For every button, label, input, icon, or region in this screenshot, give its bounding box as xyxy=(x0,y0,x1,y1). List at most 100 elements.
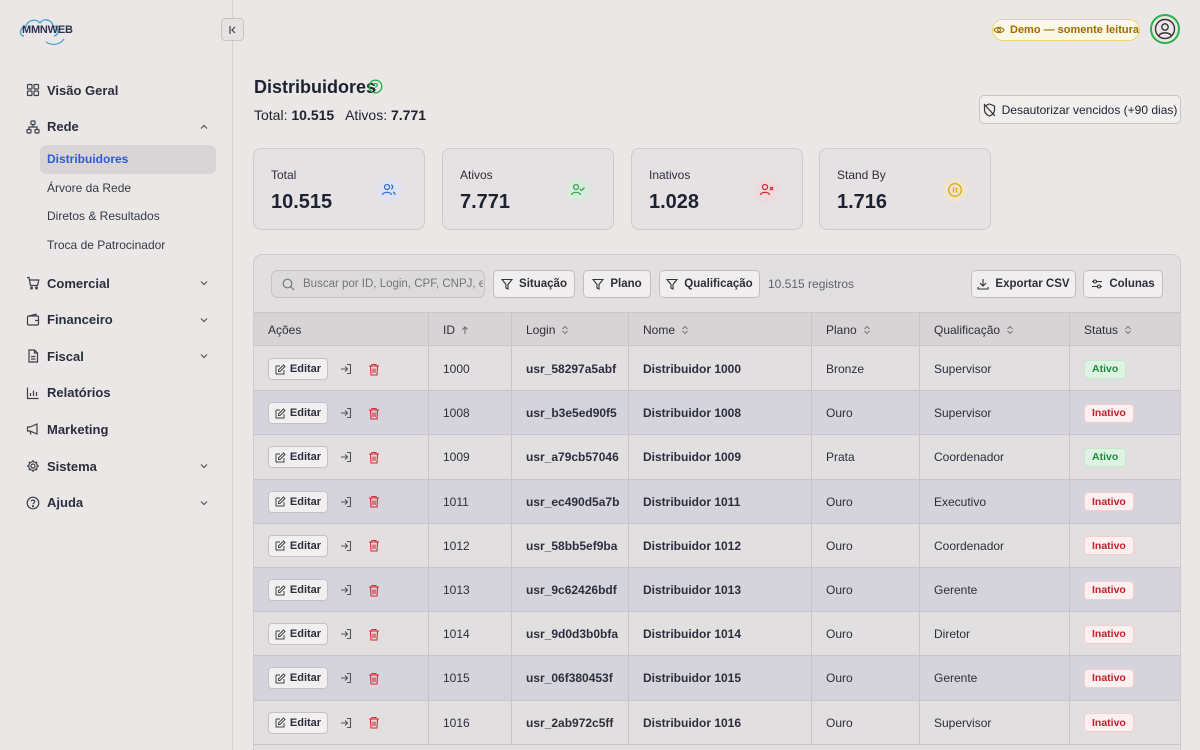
login-as-icon[interactable] xyxy=(340,407,352,419)
edit-button[interactable]: Editar xyxy=(268,358,328,380)
brand-logo[interactable]: MMNWEB xyxy=(18,12,84,48)
column-header[interactable]: Plano xyxy=(812,313,920,347)
cell-plano: Ouro xyxy=(826,627,853,642)
sidebar-item-relat-rios[interactable]: Relatórios xyxy=(0,375,233,412)
login-as-icon[interactable] xyxy=(340,584,352,596)
table-row[interactable]: Editar 1016 usr_2ab972c5ff Distribuidor 101… xyxy=(254,700,1180,745)
trash-icon[interactable] xyxy=(368,451,380,464)
trash-icon[interactable] xyxy=(368,539,380,552)
sidebar-item-comercial[interactable]: Comercial xyxy=(0,265,233,302)
login-as-icon[interactable] xyxy=(340,363,352,375)
table-cell: Supervisor xyxy=(920,347,1070,391)
table-cell: Inativo xyxy=(1070,480,1180,524)
cell-nome: Distribuidor 1009 xyxy=(643,450,742,465)
table-cell: Distribuidor 1015 xyxy=(629,656,812,701)
edit-button[interactable]: Editar xyxy=(268,667,328,690)
trash-icon[interactable] xyxy=(368,672,380,685)
user-avatar[interactable] xyxy=(1150,14,1180,44)
column-header[interactable]: Nome xyxy=(629,313,812,347)
cell-id: 1009 xyxy=(443,450,470,465)
trash-icon[interactable] xyxy=(368,407,380,420)
edit-button[interactable]: Editar xyxy=(268,446,328,469)
login-as-icon[interactable] xyxy=(340,451,352,463)
column-header[interactable]: Qualificação xyxy=(920,313,1070,347)
search-input[interactable] xyxy=(303,278,483,290)
sort-icon xyxy=(863,325,870,335)
stat-card-ativos: Ativos 7.771 xyxy=(442,148,614,230)
edit-button[interactable]: Editar xyxy=(268,623,328,646)
edit-button[interactable]: Editar xyxy=(268,534,328,557)
login-as-icon[interactable] xyxy=(340,628,352,640)
table-toolbar: Situação Plano Qualificação 10.515 regis… xyxy=(254,255,1180,312)
table-header: Ações ID Login Nome Plano Qualificação Status xyxy=(254,312,1180,347)
sort-icon xyxy=(1007,325,1013,335)
sidebar-item-sistema[interactable]: Sistema xyxy=(0,448,233,485)
cell-plano: Ouro xyxy=(826,538,853,553)
sidebar-item-label: Marketing xyxy=(47,421,109,437)
cell-login: usr_b3e5ed90f5 xyxy=(526,406,617,421)
login-as-icon[interactable] xyxy=(340,672,352,684)
sidebar-subitem[interactable]: Diretos & Resultados xyxy=(47,209,160,224)
distributors-table-panel: Situação Plano Qualificação 10.515 regis… xyxy=(253,254,1181,750)
help-icon[interactable] xyxy=(368,79,383,94)
cell-plano: Ouro xyxy=(826,583,853,597)
stat-value: 1.716 xyxy=(837,191,888,213)
table-row[interactable]: Editar 1013 usr_9c62426bdf Distribuidor 101… xyxy=(254,568,1180,613)
deauthorize-expired-button[interactable]: Desautorizar vencidos (+90 dias) xyxy=(979,95,1181,124)
table-row[interactable]: Editar 1009 usr_a79cb57046 Distribuidor 100… xyxy=(254,435,1180,480)
table-row[interactable]: Editar 1011 usr_ec490d5a7b Distribuidor 101… xyxy=(254,479,1180,524)
edit-button[interactable]: Editar xyxy=(268,579,328,601)
trash-icon[interactable] xyxy=(368,363,380,376)
edit-label: Editar xyxy=(289,672,322,685)
table-row[interactable]: Editar 1014 usr_9d0d3b0bfa Distribuidor 101… xyxy=(254,612,1180,657)
login-as-icon[interactable] xyxy=(340,540,352,552)
sidebar-subitem[interactable]: Árvore da Rede xyxy=(47,180,132,195)
table-row[interactable]: Editar 1012 usr_58bb5ef9ba Distribuidor 101… xyxy=(254,523,1180,568)
cell-login: usr_9d0d3b0bfa xyxy=(526,627,619,642)
trash-icon[interactable] xyxy=(368,584,380,597)
sidebar-item-financeiro[interactable]: Financeiro xyxy=(0,301,233,338)
column-header[interactable]: Status xyxy=(1070,313,1180,347)
login-as-icon[interactable] xyxy=(340,717,352,729)
filter-situacao-button[interactable]: Situação xyxy=(493,270,575,298)
edit-button[interactable]: Editar xyxy=(268,402,328,425)
cart-icon xyxy=(27,276,40,290)
filter-plano-button[interactable]: Plano xyxy=(583,270,651,298)
sidebar-item-marketing[interactable]: Marketing xyxy=(0,411,233,448)
edit-button[interactable]: Editar xyxy=(268,711,328,734)
edit-icon xyxy=(275,407,286,419)
table-row[interactable]: Editar 1008 usr_b3e5ed90f5 Distribuidor 100… xyxy=(254,391,1180,436)
columns-button[interactable]: Colunas xyxy=(1083,270,1163,298)
sidebar-item-rede[interactable]: Rede xyxy=(0,109,233,146)
search-icon xyxy=(282,278,295,290)
sidebar-item-ajuda[interactable]: Ajuda xyxy=(0,484,233,521)
cell-qualificacao: Supervisor xyxy=(934,406,992,421)
cell-login: usr_9c62426bdf xyxy=(526,583,617,597)
sidebar-subitem[interactable]: Troca de Patrocinador xyxy=(47,237,166,252)
column-header[interactable]: ID xyxy=(429,313,512,347)
filter-qualificacao-button[interactable]: Qualificação xyxy=(659,270,760,298)
sidebar-item-label: Comercial xyxy=(47,275,110,291)
sidebar-item-vis-o-geral[interactable]: Visão Geral xyxy=(0,72,233,109)
table-row[interactable]: Editar 1000 usr_58297a5abf Distribuidor 100… xyxy=(254,347,1180,392)
trash-icon[interactable] xyxy=(368,495,380,508)
login-as-icon[interactable] xyxy=(340,496,352,508)
cell-plano: Bronze xyxy=(826,362,865,376)
user-check-icon xyxy=(565,177,591,203)
trash-icon[interactable] xyxy=(368,716,380,729)
export-csv-button[interactable]: Exportar CSV xyxy=(971,270,1076,298)
edit-button[interactable]: Editar xyxy=(268,490,328,513)
edit-icon xyxy=(275,584,286,595)
trash-icon[interactable] xyxy=(368,628,380,641)
table-row[interactable]: Editar 1015 usr_06f380453f Distribuidor 101… xyxy=(254,656,1180,701)
table-cell: Distribuidor 1009 xyxy=(629,435,812,480)
sidebar-subitem[interactable]: Distribuidores xyxy=(40,145,216,174)
table-cell: Coordenador xyxy=(920,435,1070,480)
collapse-sidebar-button[interactable] xyxy=(221,18,244,41)
column-header[interactable]: Login xyxy=(512,313,629,347)
sidebar-item-fiscal[interactable]: Fiscal xyxy=(0,338,233,375)
cell-nome: Distribuidor 1016 xyxy=(643,715,742,730)
edit-label: Editar xyxy=(289,407,322,420)
table-cell: 1000 xyxy=(429,347,512,391)
search-box[interactable] xyxy=(271,270,485,298)
